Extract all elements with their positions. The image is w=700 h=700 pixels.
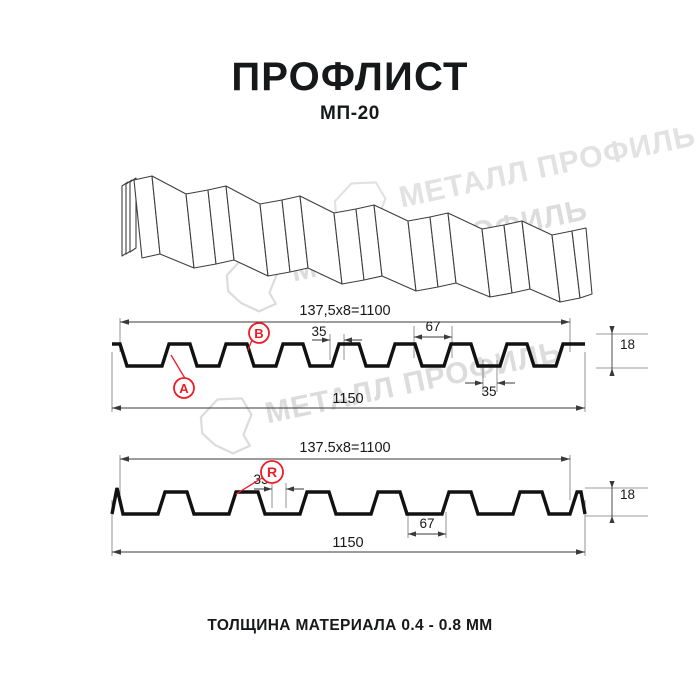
dimension-overall-bottom: 1150 xyxy=(112,535,585,555)
dimension-pitch-bottom-label: 137.5x8=1100 xyxy=(299,440,390,456)
dimension-rib-top-2-label: 35 xyxy=(481,384,496,399)
isometric-sheet xyxy=(121,175,593,303)
callout-r: R xyxy=(235,460,284,495)
dimension-pitch-top-label: 137,5x8=1100 xyxy=(299,303,390,319)
dimension-height-top-label: 18 xyxy=(620,337,635,352)
profile-outline-top xyxy=(112,342,585,368)
callout-b-label: B xyxy=(254,326,263,341)
dimension-rib-top-1-label: 35 xyxy=(311,324,326,339)
dimension-overall-top: 1150 xyxy=(112,391,585,411)
dimension-valley-bottom-label: 67 xyxy=(419,516,434,531)
callout-a-label: A xyxy=(179,381,189,396)
dimension-overall-bottom-label: 1150 xyxy=(332,535,363,551)
dimension-pitch-bottom: 137.5x8=1100 xyxy=(120,440,570,462)
iso-flutes xyxy=(133,175,593,303)
dimension-rib-top-2: 35 xyxy=(465,380,515,399)
dimension-valley-top-label: 67 xyxy=(425,319,440,334)
dimension-height-bottom: 18 xyxy=(609,481,635,523)
material-thickness-note: ТОЛЩИНА МАТЕРИАЛА 0.4 - 0.8 ММ xyxy=(207,617,493,634)
profile-outline-bottom xyxy=(110,487,587,516)
dimension-valley-top: 67 xyxy=(414,319,452,340)
dimension-valley-bottom: 67 xyxy=(408,516,446,537)
dimension-pitch-top: 137,5x8=1100 xyxy=(120,303,570,325)
cross-section-top: 137,5x8=1100 35 67 xyxy=(111,303,648,412)
dimension-overall-top-label: 1150 xyxy=(332,391,363,407)
dimension-rib-bottom-1: 35 xyxy=(253,472,304,492)
page-title: ПРОФЛИСТ xyxy=(231,55,469,99)
callout-r-label: R xyxy=(267,464,277,480)
callout-a: A xyxy=(170,354,195,399)
dimension-height-top: 18 xyxy=(609,326,635,376)
cross-section-bottom: 137.5x8=1100 35 67 xyxy=(110,440,648,556)
callout-b: B xyxy=(247,322,270,351)
dimension-rib-top-1: 35 xyxy=(311,324,362,343)
model-designation: МП-20 xyxy=(320,103,380,124)
dimension-height-bottom-label: 18 xyxy=(620,487,635,502)
